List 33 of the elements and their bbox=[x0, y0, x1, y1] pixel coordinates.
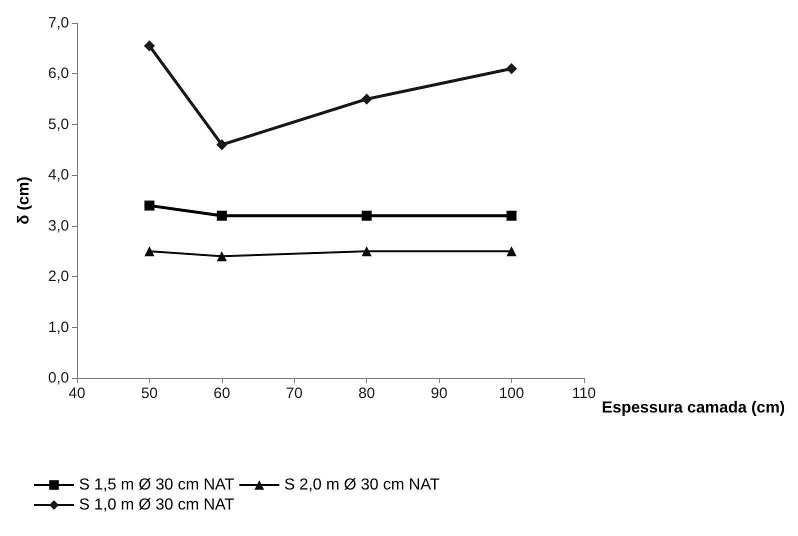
legend-label: S 1,5 m Ø 30 cm NAT bbox=[79, 476, 235, 494]
point bbox=[506, 246, 517, 256]
y-tick-label: 6,0 bbox=[48, 65, 69, 82]
y-tick-label: 0,0 bbox=[48, 370, 69, 386]
point bbox=[362, 246, 372, 256]
y-tick-label: 2,0 bbox=[48, 268, 69, 286]
point bbox=[144, 40, 155, 52]
x-tick-label: 40 bbox=[68, 385, 86, 402]
x-axis-title: Espessura camada (cm) bbox=[602, 400, 785, 416]
legend-label: S 1,0 m Ø 30 cm NAT bbox=[79, 496, 235, 514]
x-tick-label: 50 bbox=[141, 385, 158, 402]
y-tick-label: 1,0 bbox=[48, 318, 69, 336]
point bbox=[144, 246, 154, 256]
point bbox=[216, 251, 227, 262]
y-axis-title: δ (cm) bbox=[16, 176, 32, 224]
y-tick-label: 5,0 bbox=[48, 116, 69, 133]
y-tick-label: 4,0 bbox=[48, 166, 69, 184]
legend-label: S 2,0 m Ø 30 cm NAT bbox=[284, 476, 440, 494]
x-tick-label: 60 bbox=[213, 385, 230, 402]
point bbox=[362, 210, 372, 221]
y-tick-label: 7,0 bbox=[48, 14, 69, 32]
x-tick-label: 100 bbox=[499, 385, 524, 402]
point bbox=[144, 200, 154, 211]
point bbox=[506, 63, 518, 74]
y-tick-label: 3,0 bbox=[48, 217, 69, 234]
x-tick-label: 80 bbox=[358, 385, 376, 402]
point bbox=[506, 210, 517, 221]
point bbox=[216, 139, 228, 150]
x-tick-label: 110 bbox=[572, 385, 596, 402]
point bbox=[361, 94, 372, 105]
x-tick-label: 90 bbox=[430, 385, 448, 402]
point bbox=[216, 210, 227, 221]
x-tick-label: 70 bbox=[286, 385, 303, 402]
